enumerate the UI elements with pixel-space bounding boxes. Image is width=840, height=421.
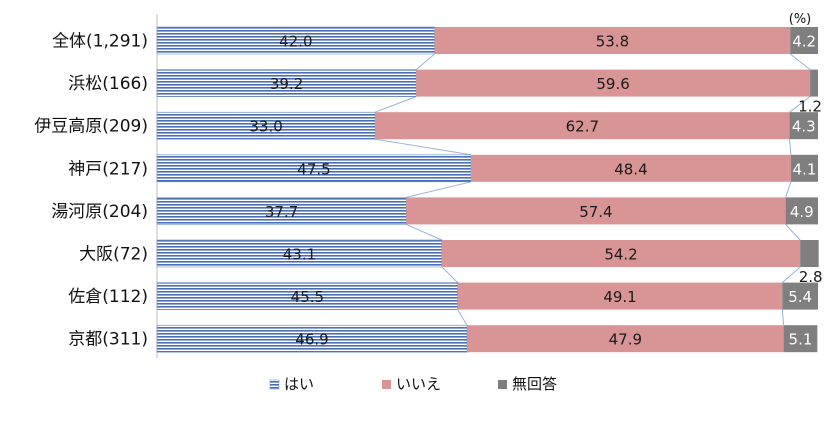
legend-swatch-0: [269, 379, 280, 390]
value-label-na-6: 5.4: [788, 288, 812, 306]
category-label-4: 湯河原(204): [51, 202, 148, 222]
bar-いいえ-0: [434, 27, 791, 54]
connector-6-1: [781, 309, 785, 326]
value-label-yes-7: 46.9: [295, 331, 328, 349]
value-label-na-1: 1.2: [798, 98, 822, 116]
value-label-no-5: 54.2: [604, 246, 637, 264]
value-label-yes-6: 45.5: [291, 288, 324, 306]
category-label-0: 全体(1,291): [52, 32, 148, 52]
legend-swatch-1: [382, 380, 391, 389]
bar-無回答-3: [790, 154, 818, 182]
category-label-3: 神戸(217): [68, 159, 148, 179]
connector-1-0: [374, 96, 417, 113]
value-label-na-2: 4.3: [792, 118, 816, 136]
bar-はい-0: [156, 26, 435, 55]
category-label-2: 伊豆高原(209): [34, 117, 148, 137]
connector-0-0: [415, 53, 435, 70]
value-label-na-4: 4.9: [790, 203, 814, 221]
bar-いいえ-3: [470, 154, 791, 182]
bar-無回答-4: [785, 197, 818, 225]
value-label-no-1: 59.6: [596, 75, 629, 93]
category-label-1: 浜松(166): [68, 74, 148, 94]
value-label-na-7: 5.1: [789, 331, 813, 349]
connector-2-0: [375, 138, 472, 156]
bars: [156, 14, 819, 359]
value-label-yes-5: 43.1: [283, 246, 316, 264]
bar-いいえ-7: [467, 325, 784, 353]
bar-無回答-0: [790, 27, 818, 54]
value-label-yes-3: 47.5: [297, 160, 330, 178]
connector-4-0: [405, 223, 443, 241]
bar-はい-2: [156, 111, 376, 140]
category-label-7: 京都(311): [68, 330, 148, 350]
labels: (%) 全体(1,291) 42.0 53.8 4.2 浜松(166) 39.2 59.6 1.…: [34, 12, 822, 350]
value-label-yes-4: 37.7: [265, 203, 298, 221]
connector-0-1: [789, 53, 811, 70]
bar-はい-5: [156, 239, 443, 268]
value-label-yes-0: 42.0: [279, 33, 312, 51]
bar-無回答-5: [800, 240, 819, 267]
connector-4-1: [785, 224, 801, 241]
bar-いいえ-5: [441, 240, 801, 267]
legend-label-1: いいえ: [396, 375, 441, 393]
value-label-na-3: 4.1: [793, 160, 817, 178]
legend: はい いいえ 無回答: [269, 375, 557, 393]
value-label-no-6: 49.1: [603, 288, 636, 306]
bar-いいえ-6: [457, 282, 783, 310]
connector-2-1: [789, 139, 792, 155]
connector-5-1: [781, 266, 801, 283]
value-label-yes-1: 39.2: [270, 75, 303, 93]
unit-label: (%): [789, 12, 812, 27]
connector-3-1: [785, 181, 792, 198]
bar-無回答-7: [783, 325, 818, 353]
category-label-6: 佐倉(112): [68, 287, 148, 307]
value-label-na-5: 2.8: [799, 268, 823, 286]
connector-6-0: [457, 309, 468, 326]
value-label-no-3: 48.4: [614, 160, 647, 178]
bar-はい-3: [156, 154, 472, 183]
bar-いいえ-1: [416, 69, 811, 97]
bar-無回答-1: [810, 69, 818, 97]
connector-1-1: [789, 96, 811, 113]
connector-3-0: [406, 181, 472, 198]
value-label-na-0: 4.2: [792, 33, 816, 51]
bar-いいえ-4: [406, 197, 786, 225]
legend-label-2: 無回答: [512, 375, 557, 393]
value-label-yes-2: 33.0: [249, 118, 282, 136]
bar-無回答-2: [789, 112, 818, 140]
value-label-no-4: 57.4: [579, 203, 612, 221]
bar-無回答-6: [782, 282, 818, 310]
bar-いいえ-2: [375, 112, 790, 140]
category-label-5: 大阪(72): [79, 245, 148, 265]
value-label-no-7: 47.9: [609, 331, 642, 349]
legend-swatch-2: [498, 380, 507, 389]
legend-label-0: はい: [284, 375, 314, 393]
bar-はい-7: [156, 324, 468, 353]
value-label-no-0: 53.8: [596, 33, 629, 51]
value-label-no-2: 62.7: [566, 118, 599, 136]
bar-はい-4: [156, 197, 407, 225]
connector-lines: [374, 53, 811, 326]
connector-5-0: [441, 266, 459, 283]
